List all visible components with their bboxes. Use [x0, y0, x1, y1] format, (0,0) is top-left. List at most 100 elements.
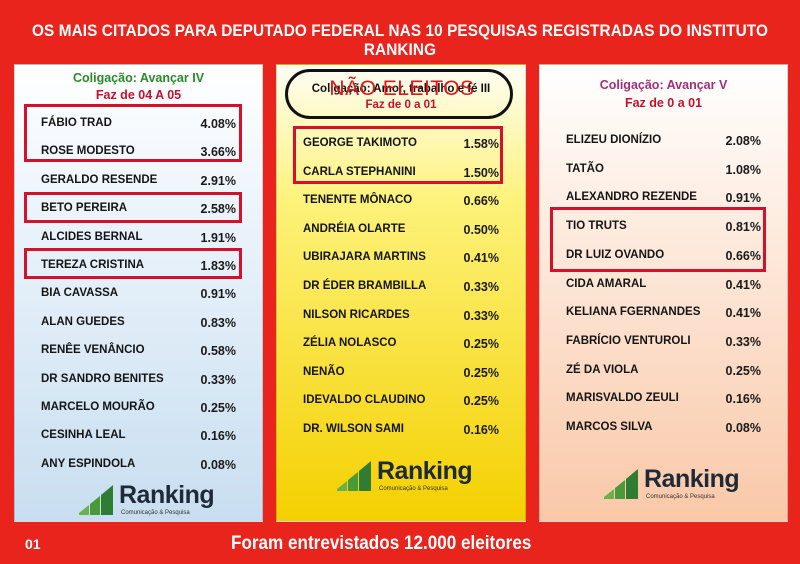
candidate-row: CIDA AMARAL 0.41%: [540, 275, 787, 295]
candidate-row: DR SANDRO BENITES 0.33%: [15, 370, 262, 390]
candidate-row: CARLA STEPHANINI 1.50%: [277, 163, 525, 183]
candidate-percentage: 1.08%: [725, 162, 761, 177]
bar-chart-logo-icon: [604, 469, 638, 499]
candidate-percentage: 0.25%: [725, 363, 761, 378]
coalition-title: Coligação: Avançar IV: [72, 71, 205, 85]
candidate-name: FABRÍCIO VENTUROLI: [566, 334, 691, 347]
candidate-row: MARCELO MOURÃO 0.25%: [15, 398, 262, 418]
candidate-name: GEORGE TAKIMOTO: [303, 137, 417, 149]
candidate-percentage: 1.83%: [200, 259, 236, 273]
candidate-name: FÁBIO TRAD: [41, 117, 112, 129]
candidate-percentage: 2.08%: [725, 134, 761, 148]
candidate-name: IDEVALDO CLAUDINO: [303, 394, 426, 407]
candidate-name: BIA CAVASSA: [41, 287, 119, 300]
candidate-percentage: 1.91%: [200, 230, 236, 245]
candidate-name: ROSE MODESTO: [41, 145, 135, 158]
candidate-row: ZÉLIA NOLASCO 0.25%: [277, 334, 525, 354]
ranking-logo: Ranking Comunicação & Pesquisa: [602, 465, 742, 501]
highlight-box: [24, 192, 242, 223]
candidate-name: NENÃO: [303, 365, 345, 378]
candidate-row: ZÉ DA VIOLA 0.25%: [540, 361, 787, 381]
candidate-name: ZÉ DA VIOLA: [566, 363, 639, 376]
coalition-range: Faz de 04 A 05: [95, 88, 182, 102]
candidate-name: DR LUIZ OVANDO: [566, 248, 665, 261]
highlight-box: [24, 248, 242, 279]
candidate-percentage: 0.08%: [200, 457, 236, 472]
handwritten-oval-annotation: NÃO ELEITOS: [285, 69, 513, 119]
candidate-name: MARISVALDO ZEULI: [566, 392, 679, 405]
logo-name: Ranking: [377, 457, 473, 485]
candidate-percentage: 0.91%: [200, 287, 236, 302]
candidate-percentage: 0.33%: [463, 280, 499, 294]
candidate-name: MARCELO MOURÃO: [41, 401, 155, 413]
candidate-row: ANDRÉIA OLARTE 0.50%: [277, 220, 525, 240]
candidate-name: DR. WILSON SAMI: [303, 423, 404, 435]
candidate-percentage: 0.25%: [463, 337, 499, 352]
candidate-row: UBIRAJARA MARTINS 0.41%: [277, 248, 525, 268]
candidate-name: GERALDO RESENDE: [41, 173, 158, 186]
candidate-row: NILSON RICARDES 0.33%: [277, 306, 525, 326]
candidate-percentage: 3.66%: [200, 145, 236, 160]
candidate-percentage: 0.66%: [725, 248, 761, 263]
candidate-name: ALEXANDRO REZENDE: [566, 191, 697, 204]
coalition-title: Coligação: Avançar V: [599, 78, 728, 92]
candidate-row: TATÃO 1.08%: [540, 160, 787, 180]
candidate-percentage: 0.16%: [725, 392, 761, 407]
candidate-name: BETO PEREIRA: [41, 202, 128, 215]
ranking-logo: Ranking Comunicação & Pesquisa: [335, 457, 475, 493]
highlight-box: [293, 126, 503, 184]
candidate-percentage: 0.33%: [463, 308, 499, 323]
logo-tagline: Comunicação & Pesquisa: [379, 486, 448, 492]
candidate-name: ELIZEU DIONÍZIO: [566, 134, 662, 146]
candidate-name: CARLA STEPHANINI: [303, 165, 416, 178]
candidate-row: NENÃO 0.25%: [277, 363, 525, 383]
logo-name: Ranking: [644, 465, 740, 493]
candidate-percentage: 0.50%: [463, 222, 499, 237]
coalition-range: Faz de 0 a 01: [624, 96, 703, 110]
candidate-name: KELIANA FGERNANDES: [566, 306, 701, 319]
candidate-percentage: 0.41%: [725, 277, 761, 292]
candidate-name: DR ÉDER BRAMBILLA: [303, 280, 427, 292]
candidate-name: TENENTE MÔNACO: [303, 194, 413, 207]
highlight-box: [550, 207, 766, 272]
candidate-percentage: 0.41%: [463, 251, 499, 266]
candidate-percentage: 0.08%: [725, 421, 761, 435]
logo-tagline: Comunicação & Pesquisa: [646, 494, 715, 500]
candidate-row: GEORGE TAKIMOTO 1.58%: [277, 134, 525, 154]
candidate-percentage: 0.25%: [200, 401, 236, 415]
candidate-row: TEREZA CRISTINA 1.83%: [15, 256, 262, 276]
candidate-percentage: 4.08%: [200, 117, 236, 131]
bar-chart-logo-icon: [79, 485, 113, 515]
page-number: 01: [25, 536, 41, 552]
candidate-row: ELIZEU DIONÍZIO 2.08%: [540, 131, 787, 151]
candidate-row: DR ÉDER BRAMBILLA 0.33%: [277, 277, 525, 297]
candidate-row: ROSE MODESTO 3.66%: [15, 142, 262, 162]
candidate-row: ALEXANDRO REZENDE 0.91%: [540, 188, 787, 208]
candidate-row: TIO TRUTS 0.81%: [540, 217, 787, 237]
candidate-row: CESINHA LEAL 0.16%: [15, 426, 262, 446]
logo-tagline: Comunicação & Pesquisa: [121, 510, 190, 516]
bar-chart-logo-icon: [337, 461, 371, 491]
candidate-row: ALAN GUEDES 0.83%: [15, 313, 262, 333]
candidate-name: RENÊE VENÂNCIO: [41, 344, 145, 357]
candidate-percentage: 1.50%: [463, 165, 499, 180]
candidate-row: KELIANA FGERNANDES 0.41%: [540, 303, 787, 323]
coalition-range: Faz de 0 a 01: [365, 99, 437, 111]
page-title: OS MAIS CITADOS PARA DEPUTADO FEDERAL NA…: [31, 22, 769, 59]
candidate-percentage: 0.16%: [463, 423, 499, 437]
candidate-percentage: 0.25%: [463, 394, 499, 409]
candidate-row: DR. WILSON SAMI 0.16%: [277, 420, 525, 440]
candidate-row: FÁBIO TRAD 4.08%: [15, 114, 262, 134]
candidate-name: ANDRÉIA OLARTE: [303, 222, 406, 235]
candidate-row: BETO PEREIRA 2.58%: [15, 199, 262, 219]
candidate-name: CIDA AMARAL: [566, 277, 647, 290]
candidate-name: ALCIDES BERNAL: [41, 230, 143, 243]
candidate-row: ANY ESPINDOLA 0.08%: [15, 455, 262, 475]
candidate-name: ANY ESPINDOLA: [41, 457, 136, 470]
candidate-percentage: 0.33%: [725, 334, 761, 349]
candidate-row: ALCIDES BERNAL 1.91%: [15, 228, 262, 248]
candidate-row: RENÊE VENÂNCIO 0.58%: [15, 341, 262, 361]
candidate-row: MARISVALDO ZEULI 0.16%: [540, 389, 787, 409]
candidate-row: MARCOS SILVA 0.08%: [540, 418, 787, 438]
candidate-name: UBIRAJARA MARTINS: [303, 251, 426, 264]
